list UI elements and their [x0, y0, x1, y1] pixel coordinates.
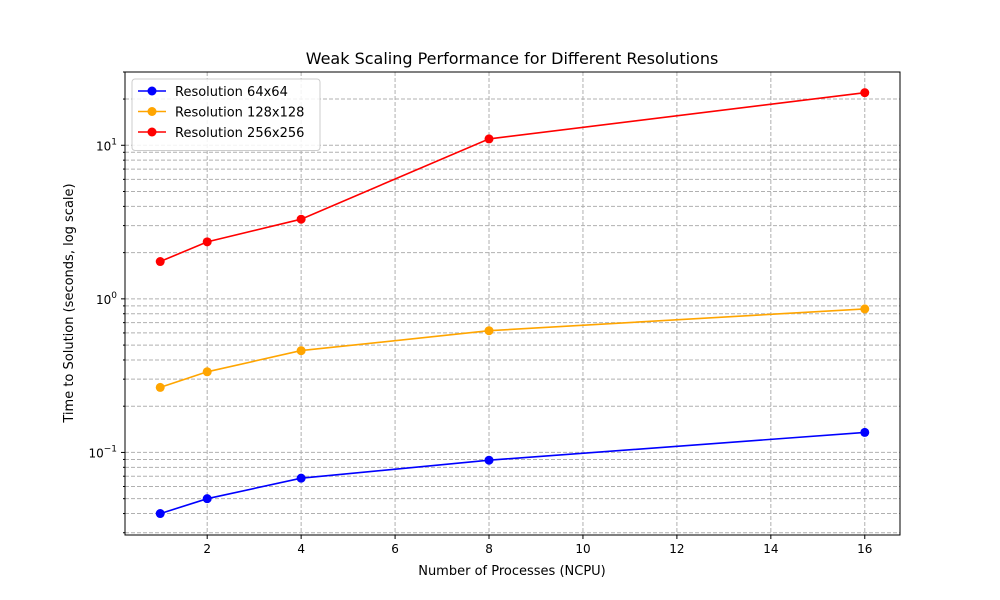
data-point — [860, 88, 870, 98]
legend-item: Resolution 256x256 — [138, 126, 304, 141]
data-point — [202, 494, 212, 504]
data-point — [202, 237, 212, 247]
y-tick-label: 100 — [96, 291, 117, 307]
x-axis: 2 4 6 8 10 12 14 16 — [203, 535, 872, 556]
legend-label: Resolution 256x256 — [175, 126, 304, 141]
data-point — [296, 346, 306, 356]
series-1 — [155, 427, 870, 519]
x-tick-label: 4 — [297, 542, 305, 556]
series-3 — [155, 88, 870, 267]
x-tick-label: 10 — [575, 542, 590, 556]
legend-label: Resolution 64x64 — [175, 85, 288, 100]
data-point — [155, 382, 165, 392]
data-point — [296, 473, 306, 483]
x-tick-label: 14 — [763, 542, 778, 556]
y-tick-label: 10−1 — [88, 444, 117, 460]
data-point — [155, 257, 165, 267]
legend-label: Resolution 128x128 — [175, 106, 304, 121]
x-tick-label: 12 — [669, 542, 684, 556]
x-tick-label: 2 — [203, 542, 211, 556]
y-axis: 10−1 100 101 — [88, 71, 125, 534]
x-tick-label: 16 — [857, 542, 872, 556]
data-point — [860, 427, 870, 437]
data-point — [860, 304, 870, 314]
y-tick-label: 101 — [96, 137, 117, 153]
legend-marker — [147, 127, 157, 137]
grid — [125, 71, 900, 535]
legend-box — [131, 78, 321, 151]
x-tick-label: 8 — [485, 542, 493, 556]
legend: Resolution 64x64 Resolution 128x128 Resolu… — [131, 78, 321, 151]
data-point — [484, 455, 494, 465]
data-point — [484, 326, 494, 336]
legend-marker — [147, 86, 157, 96]
data-point — [296, 214, 306, 224]
series-layer — [155, 88, 870, 519]
x-tick-label: 6 — [391, 542, 399, 556]
series-line — [159, 431, 865, 515]
series-2 — [155, 304, 870, 392]
chart-title: Weak Scaling Performance for Different R… — [306, 49, 719, 68]
data-point — [202, 367, 212, 377]
x-axis-label: Number of Processes (NCPU) — [418, 564, 606, 579]
legend-item: Resolution 128x128 — [138, 106, 304, 121]
plot-frame — [124, 71, 901, 536]
y-axis-label: Time to Solution (seconds, log scale) — [62, 183, 77, 423]
series-line — [159, 308, 865, 389]
legend-item: Resolution 64x64 — [138, 85, 288, 100]
data-point — [155, 509, 165, 519]
legend-marker — [147, 107, 157, 116]
data-point — [484, 134, 494, 144]
